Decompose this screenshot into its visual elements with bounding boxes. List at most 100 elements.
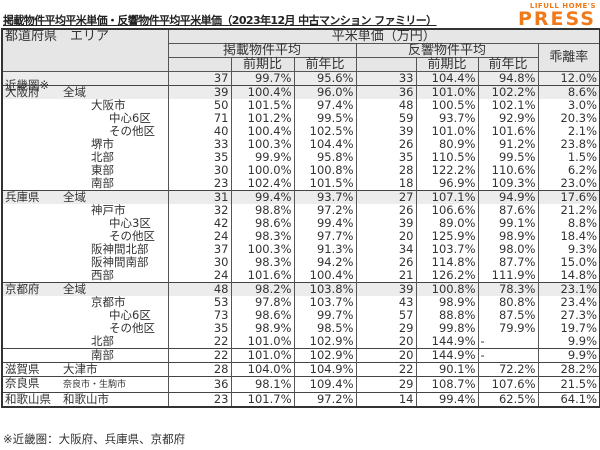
region-cell: 南部 (2, 348, 169, 363)
listed-price-cell: 28 (167, 362, 232, 377)
area-label: 和歌山市 (63, 392, 109, 406)
header-listed-yoy: 前年比 (293, 57, 357, 72)
gap-rate-cell: 23.1% (537, 282, 600, 296)
listed-yoy-cell: 102.9% (293, 335, 357, 349)
header-inquiry-yoy: 前年比 (477, 57, 539, 72)
inquiry-price-cell: 35 (355, 151, 417, 164)
area-label: 大津市 (63, 362, 98, 376)
region-cell: 中心3区 (2, 217, 169, 230)
inquiry-qoq-cell: 80.9% (415, 138, 479, 151)
table-row: 中心6区 71 101.2% 99.5% 59 93.7% 92.9% 20.3% (2, 112, 600, 125)
listed-qoq-cell: 100.3% (230, 138, 295, 151)
inquiry-yoy-cell: 98.9% (477, 230, 539, 243)
listed-price-cell: 71 (167, 112, 232, 125)
listed-qoq-cell: 101.6% (230, 269, 295, 283)
prefecture-label: 京都府 (5, 282, 40, 296)
inquiry-price-cell: 39 (355, 282, 417, 296)
inquiry-yoy-cell: 62.5% (477, 392, 539, 407)
inquiry-qoq-cell: 114.8% (415, 256, 479, 269)
area-label: その他区 (109, 322, 155, 335)
inquiry-price-cell: 27 (355, 190, 417, 204)
table-row: 京都府 全域 48 98.2% 103.8% 39 100.8% 78.3% 23.1% (2, 282, 600, 296)
inquiry-price-cell: 39 (355, 217, 417, 230)
gap-rate-cell: 18.4% (537, 230, 600, 243)
table-row: 滋賀県 大津市 28 104.0% 104.9% 22 90.1% 72.2% 28.2% (2, 362, 600, 377)
listed-yoy-cell: 95.6% (293, 71, 357, 86)
inquiry-yoy-cell: - (477, 348, 539, 363)
gap-rate-cell: 28.2% (537, 362, 600, 377)
inquiry-price-cell: 36 (355, 85, 417, 99)
table-row: その他区 40 100.4% 102.5% 39 101.0% 101.6% 2.1% (2, 125, 600, 138)
area-label: 中心6区 (109, 112, 151, 125)
listed-yoy-cell: 99.4% (293, 217, 357, 230)
prefecture-label: 兵庫県 (5, 190, 40, 204)
listed-qoq-cell: 98.9% (230, 322, 295, 335)
footnote: ※近畿圏：大阪府、兵庫県、京都府 (3, 432, 186, 446)
table-row: 北部 35 99.9% 95.8% 35 110.5% 99.5% 1.5% (2, 151, 600, 164)
inquiry-qoq-cell: 125.9% (415, 230, 479, 243)
listed-qoq-cell: 100.3% (230, 243, 295, 256)
area-label: 阪神間北部 (91, 243, 149, 256)
logo-line2: PRESS (517, 8, 596, 30)
region-cell: 神戸市 (2, 204, 169, 217)
gap-rate-cell: 9.9% (537, 335, 600, 349)
region-cell: 京都府 全域 (2, 282, 169, 296)
inquiry-yoy-cell: 80.8% (477, 296, 539, 309)
inquiry-yoy-cell: 87.5% (477, 309, 539, 322)
area-label: 北部 (91, 335, 114, 348)
gap-rate-cell: 27.3% (537, 309, 600, 322)
price-table: 都道府県 エリア 平米単価（万円） 掲載物件平均 反響物件平均 乖離率 前期比 … (1, 28, 600, 408)
listed-price-cell: 24 (167, 230, 232, 243)
inquiry-qoq-cell: 144.9% (415, 348, 479, 363)
listed-yoy-cell: 99.5% (293, 112, 357, 125)
inquiry-yoy-cell: 107.6% (477, 376, 539, 393)
gap-rate-cell: 23.0% (537, 177, 600, 191)
listed-qoq-cell: 99.7% (230, 71, 295, 86)
gap-rate-cell: 19.7% (537, 322, 600, 335)
inquiry-price-cell: 48 (355, 99, 417, 112)
area-label: 東部 (91, 164, 114, 177)
listed-qoq-cell: 100.4% (230, 125, 295, 138)
area-label: 全域 (63, 282, 86, 296)
inquiry-qoq-cell: 103.7% (415, 243, 479, 256)
gap-rate-cell: 21.5% (537, 376, 600, 393)
listed-yoy-cell: 102.9% (293, 348, 357, 363)
listed-price-cell: 48 (167, 282, 232, 296)
inquiry-price-cell: 20 (355, 335, 417, 349)
inquiry-yoy-cell: 101.6% (477, 125, 539, 138)
header-inquiry-value (355, 57, 417, 72)
area-label: 南部 (91, 177, 114, 190)
area-label: 中心3区 (109, 217, 151, 230)
listed-yoy-cell: 100.4% (293, 269, 357, 283)
page-title: 掲載物件平均平米単価・反響物件平均平米単価（2023年12月 中古マンション フ… (3, 14, 437, 27)
inquiry-qoq-cell: 107.1% (415, 190, 479, 204)
inquiry-qoq-cell: 108.7% (415, 376, 479, 393)
region-cell: 中心6区 (2, 309, 169, 322)
listed-price-cell: 50 (167, 99, 232, 112)
listed-price-cell: 36 (167, 376, 232, 393)
inquiry-yoy-cell: 87.7% (477, 256, 539, 269)
listed-price-cell: 40 (167, 125, 232, 138)
header-inquiry: 反響物件平均 (355, 43, 539, 58)
region-cell: 兵庫県 全域 (2, 190, 169, 204)
listed-qoq-cell: 104.0% (230, 362, 295, 377)
table-row: 東部 30 100.0% 100.8% 28 122.2% 110.6% 6.2% (2, 164, 600, 177)
inquiry-qoq-cell: 101.0% (415, 125, 479, 138)
region-cell: 和歌山県 和歌山市 (2, 392, 169, 407)
listed-price-cell: 31 (167, 190, 232, 204)
inquiry-yoy-cell: 110.6% (477, 164, 539, 177)
listed-qoq-cell: 100.0% (230, 164, 295, 177)
prefecture-label: 和歌山県 (5, 392, 51, 406)
region-cell: その他区 (2, 125, 169, 138)
inquiry-qoq-cell: 98.9% (415, 296, 479, 309)
listed-qoq-cell: 100.4% (230, 85, 295, 99)
area-label: 中心6区 (109, 309, 151, 322)
listed-qoq-cell: 98.2% (230, 282, 295, 296)
listed-qoq-cell: 98.3% (230, 256, 295, 269)
gap-rate-cell: 20.3% (537, 112, 600, 125)
gap-rate-cell: 1.5% (537, 151, 600, 164)
inquiry-qoq-cell: 126.2% (415, 269, 479, 283)
listed-qoq-cell: 98.6% (230, 309, 295, 322)
listed-qoq-cell: 101.5% (230, 99, 295, 112)
table-row: 北部 22 101.0% 102.9% 20 144.9% -9.9% (2, 335, 600, 349)
